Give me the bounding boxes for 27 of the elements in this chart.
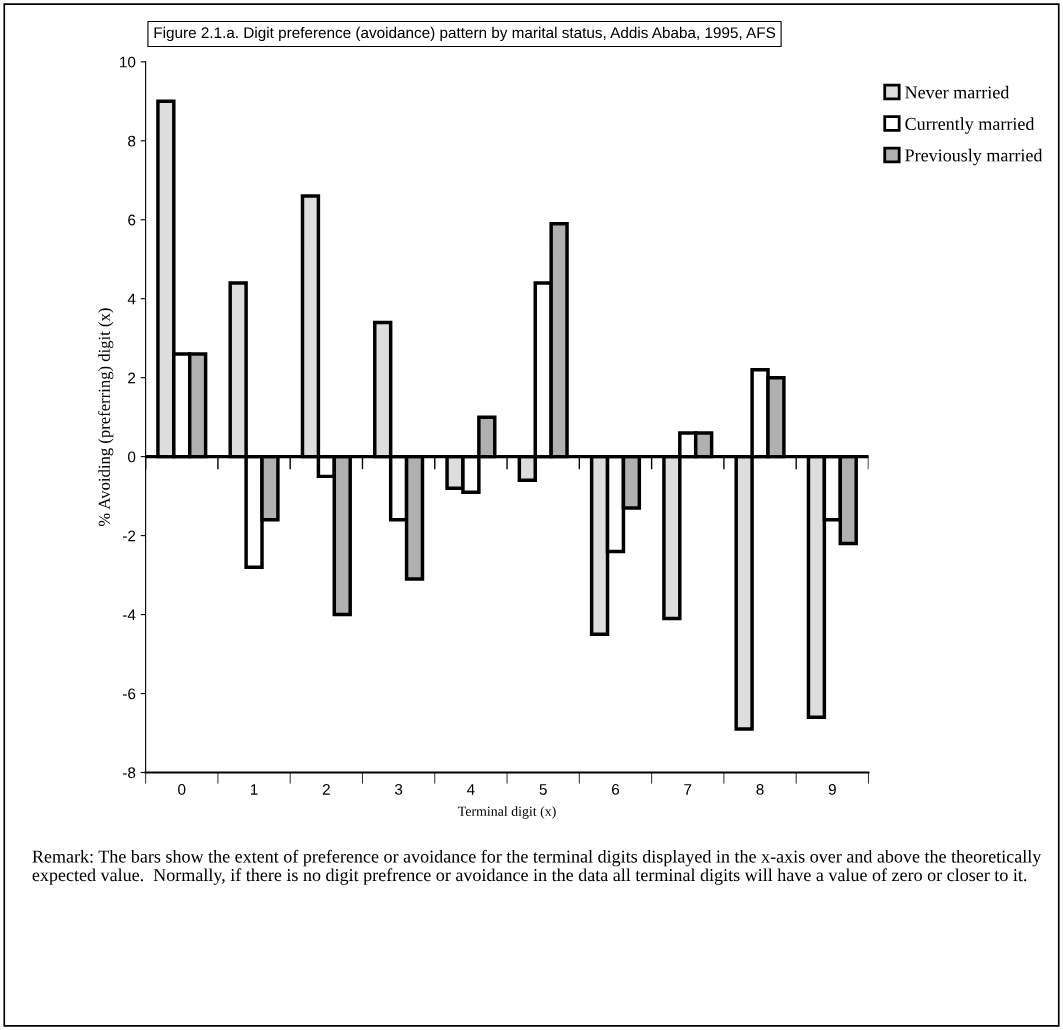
x-axis-title: Terminal digit (x) (458, 806, 556, 819)
y-tick-label: 2 (128, 372, 136, 384)
x-tick-label: 0 (178, 784, 186, 795)
x-tick-label: 5 (539, 784, 547, 795)
x-tick-label: 4 (467, 784, 475, 795)
y-tick-label: 4 (127, 293, 136, 305)
legend-label: Never married (905, 85, 1010, 99)
y-tick-label: -6 (123, 688, 136, 700)
x-tick-label: 3 (394, 784, 403, 795)
y-tick-label: 0 (128, 451, 136, 463)
y-tick-label: 8 (128, 135, 136, 147)
y-tick-label: 10 (120, 56, 136, 68)
y-tick-label: 6 (128, 214, 136, 226)
x-tick-label: 1 (250, 784, 258, 795)
text: Remark: The bars show the extent of preference or avoidance for the terminal digits displayed in the x-axis over and above the theoretically expected value. Normally, if there is no digit prefrence or avoidance in the data all terminal digits will have a value of zero or closer to it. (32, 849, 1042, 885)
x-tick-label: 6 (612, 784, 620, 795)
legend-label: Currently married (905, 117, 1035, 134)
chart-title: Figure 2.1.a. Digit preference (avoidance) pattern by marital status, Addis Ababa, 1995, AFS (154, 26, 776, 42)
y-tick-label: -2 (123, 530, 136, 542)
x-tick-label: 8 (756, 784, 764, 795)
legend-label: Previously married (905, 148, 1043, 166)
x-tick-label: 2 (322, 784, 330, 795)
y-tick-label: -8 (123, 767, 136, 779)
y-tick-label: -4 (123, 609, 136, 621)
x-tick-label: 7 (684, 784, 692, 795)
x-tick-label: 9 (828, 784, 836, 795)
y-axis-title: % Avoiding (preferring) digit (x) (98, 308, 114, 527)
